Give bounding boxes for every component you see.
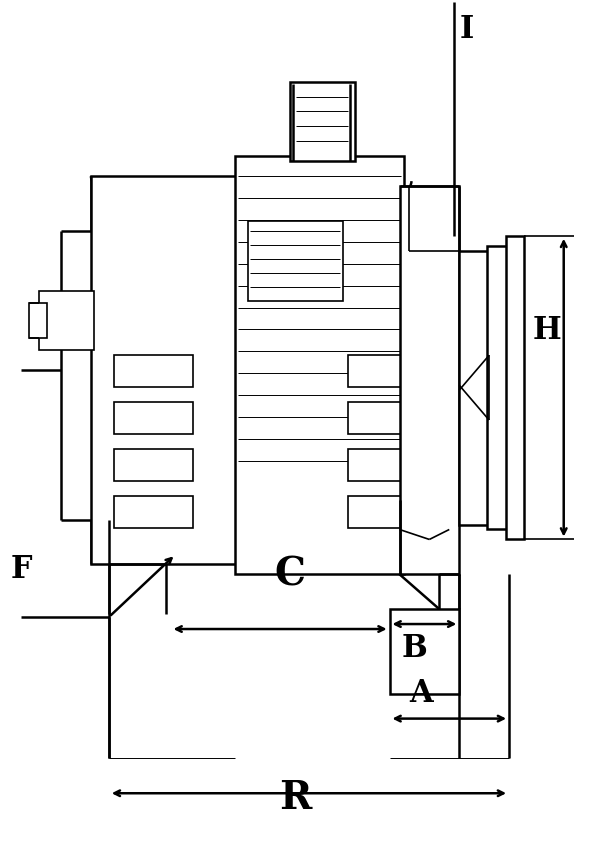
Bar bbox=[389, 609, 459, 694]
Bar bbox=[290, 81, 355, 162]
Text: I: I bbox=[460, 14, 474, 46]
Bar bbox=[235, 157, 405, 574]
Text: B: B bbox=[402, 634, 427, 664]
Text: H: H bbox=[532, 315, 561, 346]
Bar bbox=[399, 186, 459, 574]
Bar bbox=[39, 291, 94, 350]
Text: C: C bbox=[274, 555, 306, 593]
Bar bbox=[114, 496, 193, 528]
Text: A: A bbox=[409, 678, 434, 709]
Bar bbox=[248, 221, 343, 300]
Bar bbox=[114, 402, 193, 434]
Bar bbox=[114, 355, 193, 387]
Bar bbox=[348, 355, 402, 387]
Text: F: F bbox=[11, 554, 32, 585]
Bar bbox=[29, 303, 47, 338]
Bar bbox=[91, 176, 260, 564]
Bar bbox=[348, 402, 402, 434]
Bar bbox=[348, 449, 402, 481]
Bar bbox=[348, 496, 402, 528]
Bar bbox=[459, 250, 489, 525]
Bar bbox=[506, 236, 524, 540]
Bar bbox=[487, 246, 509, 530]
Bar bbox=[114, 449, 193, 481]
Text: R: R bbox=[279, 779, 311, 817]
